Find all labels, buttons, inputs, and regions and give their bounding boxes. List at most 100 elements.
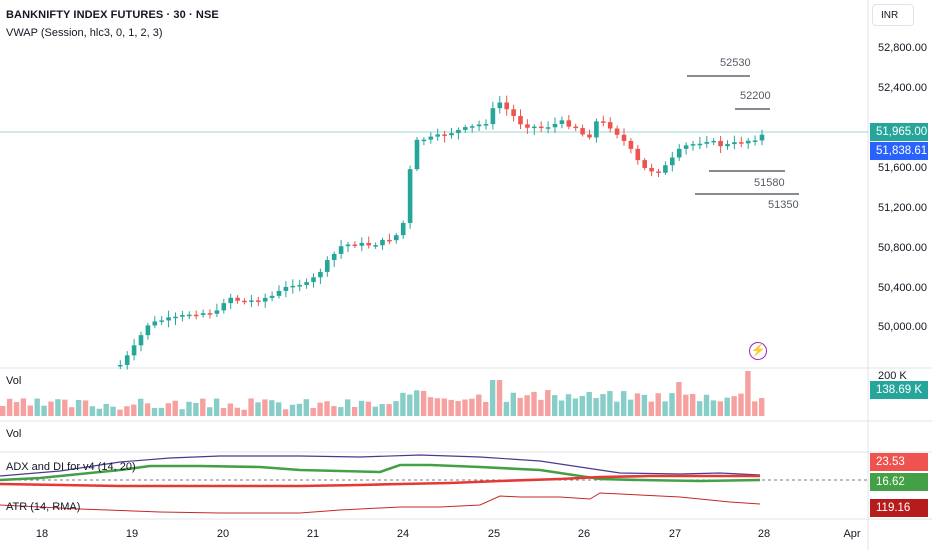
candle-body [690, 144, 696, 146]
volume-bar [448, 399, 454, 416]
volume-bar [200, 398, 206, 416]
volume-bar [151, 407, 158, 416]
volume-bar [545, 390, 551, 416]
volume2-pane-label[interactable]: Vol [6, 428, 22, 440]
candle-body [456, 129, 461, 134]
volume-bar [524, 395, 530, 416]
vwap-price-badge: 51,838.61 [870, 142, 928, 160]
level-label-52530: 52530 [720, 57, 751, 69]
volume-bar [372, 406, 378, 416]
volume-bar [213, 398, 220, 416]
volume-bar [662, 401, 668, 416]
volume-bars-group [0, 371, 765, 416]
price-axis-label: 50,000.00 [878, 321, 927, 333]
candle-body [180, 315, 185, 317]
candle-body [131, 345, 137, 356]
candle-body [200, 313, 206, 315]
candle-body [594, 121, 599, 138]
candle-body [249, 300, 254, 302]
candle-body [387, 239, 392, 242]
candle-body [697, 143, 703, 146]
volume-bar [455, 401, 461, 416]
time-axis-label: Apr [843, 528, 861, 540]
volume-bar [489, 380, 496, 416]
level-label-51580: 51580 [754, 177, 785, 189]
volume-bar [255, 402, 261, 416]
atr-pane-label[interactable]: ATR (14, RMA) [6, 501, 81, 513]
candle-body [256, 300, 261, 302]
volume-bar [124, 406, 130, 416]
volume-bar [696, 401, 703, 416]
currency-selector[interactable]: INR [872, 4, 914, 26]
volume-bar [248, 398, 254, 416]
candle-body [373, 245, 378, 247]
candle-body [504, 102, 509, 110]
volume-bar [6, 398, 13, 416]
candle-body [187, 314, 192, 317]
price-axis-label: 52,400.00 [878, 82, 927, 94]
candle-body [745, 140, 751, 144]
volume-bar [434, 398, 441, 416]
volume-bar [289, 404, 296, 416]
volume-bar [41, 405, 47, 416]
volume-bar [731, 396, 737, 416]
flash-icon[interactable]: ⚡ [749, 342, 767, 360]
volume-bar [510, 392, 516, 416]
volume-bar [34, 398, 40, 416]
volume-bar [324, 401, 330, 416]
volume-bar [745, 371, 751, 416]
candle-body [173, 316, 178, 319]
volume-bar [579, 395, 585, 416]
candle-body [318, 271, 323, 278]
volume-bar [269, 400, 275, 416]
volume-bar [690, 394, 696, 416]
volume-bar [20, 398, 27, 416]
volume-bar [558, 400, 565, 416]
atr-value-badge: 119.16 [870, 499, 928, 517]
volume-bar [179, 409, 185, 416]
candle-body [290, 285, 296, 288]
volume-bar [531, 391, 537, 416]
volume-bar [641, 394, 648, 416]
candle-body [207, 313, 213, 315]
symbol-title[interactable]: BANKNIFTY INDEX FUTURES · 30 · NSE [6, 9, 219, 21]
volume-bar [427, 397, 434, 416]
volume-bar [303, 399, 309, 416]
candle-body [380, 239, 385, 246]
volume-bar [400, 392, 406, 416]
volume-bar [503, 401, 510, 416]
volume-axis-label: 200 K [878, 370, 907, 382]
candle-body [311, 277, 316, 283]
price-axis-label: 50,800.00 [878, 242, 927, 254]
time-axis-label: 25 [487, 528, 501, 540]
volume-bar [317, 402, 323, 416]
volume-bar [724, 397, 730, 416]
adx-pane-label[interactable]: ADX and DI for v4 (14, 20) [6, 461, 136, 473]
volume-bar [338, 407, 344, 416]
volume-bar [634, 393, 641, 416]
candle-body [118, 364, 123, 367]
candle-body [283, 286, 289, 291]
candle-body [676, 148, 682, 158]
volume-bar [89, 406, 96, 416]
volume-bar [496, 380, 503, 416]
candle-body [739, 142, 744, 144]
volume-bar [0, 406, 6, 416]
price-axis-label: 51,200.00 [878, 202, 927, 214]
candle-body [642, 160, 647, 168]
volume-value-badge: 138.69 K [870, 381, 928, 399]
candle-body [621, 134, 627, 141]
candle-body [235, 297, 240, 301]
time-axis-label: 19 [125, 528, 139, 540]
volume-bar [144, 403, 151, 416]
candle-body [221, 303, 227, 311]
volume-bar [710, 400, 717, 416]
volume-pane-label[interactable]: Vol [6, 375, 22, 387]
volume-bar [600, 394, 606, 416]
candle-body [511, 109, 516, 116]
candle-body [635, 148, 641, 161]
volume-bar [462, 399, 468, 416]
vwap-legend[interactable]: VWAP (Session, hlc3, 0, 1, 2, 3) [6, 27, 163, 39]
volume-bar [165, 403, 171, 416]
